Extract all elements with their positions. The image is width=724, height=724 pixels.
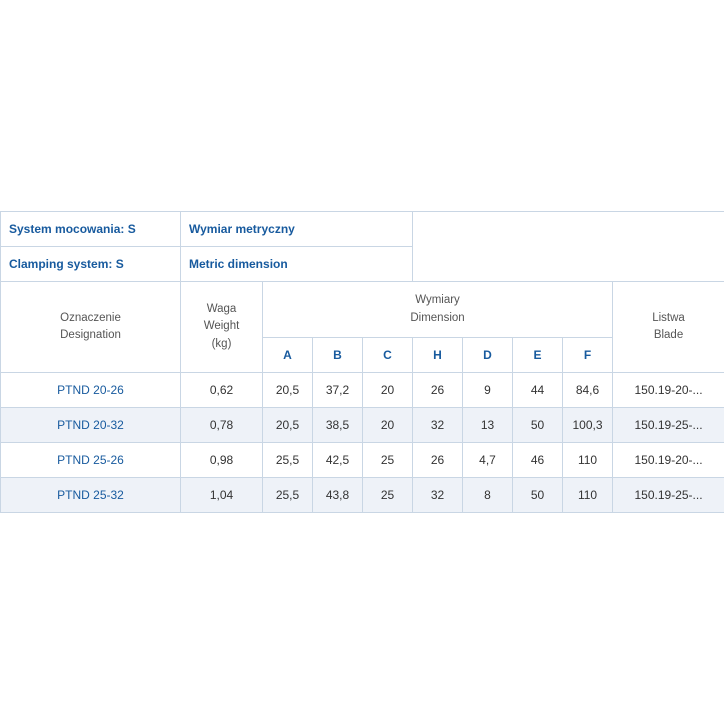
col-designation-en: Designation [60,329,121,341]
cell-A: 20,5 [263,407,313,442]
cell-B: 43,8 [313,477,363,512]
system-label-en: Clamping system: S [1,247,181,282]
cell-E: 50 [513,407,563,442]
cell-F: 100,3 [563,407,613,442]
cell-blade: 150.19-25-... [613,477,724,512]
col-B: B [313,337,363,372]
cell-designation: PTND 25-26 [1,442,181,477]
cell-designation: PTND 25-32 [1,477,181,512]
col-dimensions-en: Dimension [410,312,464,324]
cell-F: 84,6 [563,372,613,407]
cell-weight: 0,98 [181,442,263,477]
cell-E: 46 [513,442,563,477]
table-row: PTND 20-26 0,62 20,5 37,2 20 26 9 44 84,… [1,372,724,407]
cell-F: 110 [563,442,613,477]
col-weight-unit: (kg) [212,338,232,350]
header-blank [413,212,724,282]
col-dimensions-group: Wymiary Dimension [263,282,613,338]
cell-weight: 0,62 [181,372,263,407]
cell-C: 20 [363,372,413,407]
col-weight-pl: Waga [207,303,237,315]
cell-weight: 1,04 [181,477,263,512]
cell-designation: PTND 20-32 [1,407,181,442]
cell-H: 32 [413,407,463,442]
cell-E: 50 [513,477,563,512]
cell-H: 32 [413,477,463,512]
cell-C: 25 [363,442,413,477]
col-weight-en: Weight [204,320,240,332]
cell-D: 8 [463,477,513,512]
cell-B: 42,5 [313,442,363,477]
cell-blade: 150.19-20-... [613,372,724,407]
cell-C: 20 [363,407,413,442]
metric-label-pl: Wymiar metryczny [181,212,413,247]
cell-D: 9 [463,372,513,407]
col-blade: Listwa Blade [613,282,724,373]
col-designation-pl: Oznaczenie [60,312,121,324]
cell-D: 13 [463,407,513,442]
cell-B: 37,2 [313,372,363,407]
cell-blade: 150.19-25-... [613,407,724,442]
col-H: H [413,337,463,372]
col-E: E [513,337,563,372]
cell-designation: PTND 20-26 [1,372,181,407]
col-D: D [463,337,513,372]
cell-blade: 150.19-20-... [613,442,724,477]
col-designation: Oznaczenie Designation [1,282,181,373]
col-A: A [263,337,313,372]
cell-A: 25,5 [263,442,313,477]
table-row: PTND 20-32 0,78 20,5 38,5 20 32 13 50 10… [1,407,724,442]
table-row: PTND 25-26 0,98 25,5 42,5 25 26 4,7 46 1… [1,442,724,477]
spec-table: System mocowania: S Wymiar metryczny Cla… [0,211,724,513]
cell-H: 26 [413,442,463,477]
cell-F: 110 [563,477,613,512]
cell-H: 26 [413,372,463,407]
col-dimensions-pl: Wymiary [415,294,460,306]
table-row: PTND 25-32 1,04 25,5 43,8 25 32 8 50 110… [1,477,724,512]
col-blade-en: Blade [654,329,683,341]
cell-D: 4,7 [463,442,513,477]
cell-A: 20,5 [263,372,313,407]
col-blade-pl: Listwa [652,312,685,324]
col-C: C [363,337,413,372]
col-F: F [563,337,613,372]
cell-C: 25 [363,477,413,512]
cell-B: 38,5 [313,407,363,442]
metric-label-en: Metric dimension [181,247,413,282]
cell-weight: 0,78 [181,407,263,442]
cell-E: 44 [513,372,563,407]
system-label-pl: System mocowania: S [1,212,181,247]
cell-A: 25,5 [263,477,313,512]
col-weight: Waga Weight (kg) [181,282,263,373]
